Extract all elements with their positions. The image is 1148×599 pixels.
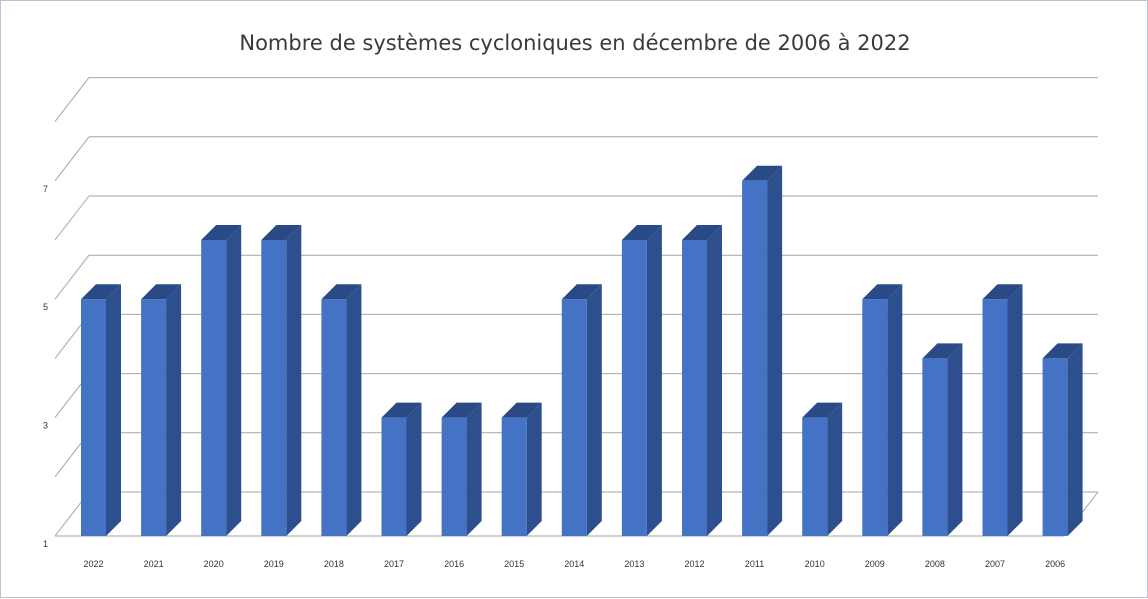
- bar-front: [742, 180, 768, 537]
- chart-title: Nombre de systèmes cycloniques en décemb…: [239, 31, 911, 55]
- x-tick-label: 2018: [324, 559, 344, 569]
- bar-front: [441, 417, 467, 536]
- y-tick-label: 1: [43, 539, 48, 549]
- bar-top: [261, 225, 302, 240]
- bar-side: [947, 343, 963, 536]
- bar-front: [261, 240, 287, 536]
- bar-top: [922, 343, 963, 359]
- bar-front: [201, 240, 227, 536]
- bar-top: [862, 284, 903, 300]
- x-tick-label: 2014: [564, 559, 584, 569]
- bar: [141, 284, 182, 536]
- bar-side: [526, 402, 542, 536]
- bar-front: [982, 299, 1008, 536]
- bar-top: [501, 402, 542, 418]
- x-tick-label: 2019: [264, 559, 284, 569]
- x-tick-label: 2017: [384, 559, 404, 569]
- bar-top: [982, 284, 1023, 300]
- bar-side: [586, 284, 602, 536]
- bar-front: [1042, 358, 1068, 536]
- bar-side: [226, 225, 242, 536]
- bars: [81, 165, 1083, 537]
- y-tick-labels: 1 3 5 7: [43, 184, 48, 549]
- bar: [321, 284, 362, 536]
- bar-front: [501, 417, 527, 536]
- bar-front: [141, 299, 167, 536]
- bar: [802, 402, 843, 536]
- gridline-depth: [54, 195, 90, 241]
- bar-side: [286, 225, 302, 536]
- bar: [862, 284, 903, 536]
- bar: [561, 284, 602, 536]
- x-tick-label: 2008: [925, 559, 945, 569]
- bar-front: [81, 299, 106, 536]
- bar-side: [827, 402, 843, 536]
- x-tick-label: 2013: [624, 559, 644, 569]
- bar-side: [887, 284, 903, 536]
- bar-front: [561, 299, 587, 536]
- x-tick-label: 2021: [144, 559, 164, 569]
- bar-front: [682, 240, 707, 536]
- x-tick-label: 2012: [684, 559, 704, 569]
- bar-side: [466, 402, 482, 536]
- bar: [261, 225, 302, 536]
- y-tick-label: 5: [43, 302, 48, 312]
- bar-side: [707, 225, 722, 536]
- x-tick-label: 2022: [83, 559, 103, 569]
- bar-front: [922, 358, 948, 536]
- bar-side: [767, 165, 783, 537]
- bar-top: [1042, 343, 1083, 359]
- bar-front: [802, 417, 828, 536]
- bar: [1042, 343, 1083, 536]
- bar-side: [346, 284, 362, 536]
- bar: [682, 225, 722, 536]
- x-tick-label: 2015: [504, 559, 524, 569]
- y-tick-label: 7: [43, 184, 48, 194]
- x-tick-label: 2016: [444, 559, 464, 569]
- bar-top: [201, 225, 242, 240]
- y-tick-label: 3: [43, 421, 48, 431]
- bar: [381, 402, 422, 536]
- bar-side: [1067, 343, 1083, 536]
- bar-top: [381, 402, 422, 418]
- gridline-depth: [54, 254, 90, 300]
- x-tick-label: 2011: [745, 559, 764, 569]
- x-tick-label: 2007: [985, 559, 1005, 569]
- bar-side: [106, 284, 121, 536]
- bar: [982, 284, 1023, 536]
- bar-top: [802, 402, 843, 418]
- bar-side: [166, 284, 182, 536]
- bar-top: [321, 284, 362, 300]
- bar: [922, 343, 963, 536]
- bar-top: [561, 284, 602, 300]
- bar-side: [406, 402, 422, 536]
- bar-top: [682, 225, 722, 240]
- bar: [742, 165, 783, 537]
- x-tick-label: 2010: [805, 559, 825, 569]
- bar-front: [621, 240, 647, 536]
- x-tick-label: 2009: [865, 559, 885, 569]
- bar-front: [321, 299, 347, 536]
- bar-top: [441, 402, 482, 418]
- bar-front: [862, 299, 888, 536]
- bar-top: [81, 284, 121, 300]
- bar-top: [742, 165, 783, 181]
- bar-front: [381, 417, 407, 536]
- bar-side: [646, 225, 662, 536]
- gridline-depth: [54, 136, 90, 182]
- bar-top: [141, 284, 182, 300]
- bar-side: [1007, 284, 1023, 536]
- bar-top: [621, 225, 662, 240]
- bar: [201, 225, 242, 536]
- bar: [501, 402, 542, 536]
- bar: [621, 225, 662, 536]
- x-tick-labels: 2022 2021 2020 2019 2018 2017 2016 2015 2014 2013…: [83, 559, 1065, 569]
- gridline-depth: [54, 77, 90, 122]
- bar: [81, 284, 121, 536]
- bar: [441, 402, 482, 536]
- x-tick-label: 2006: [1045, 559, 1065, 569]
- x-tick-label: 2020: [204, 559, 224, 569]
